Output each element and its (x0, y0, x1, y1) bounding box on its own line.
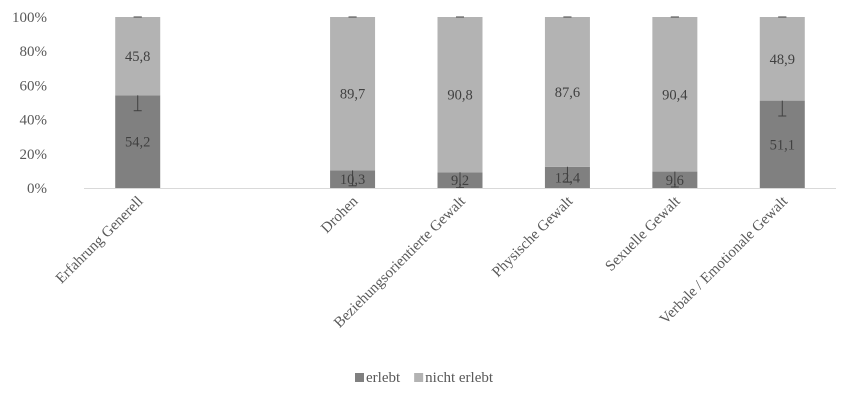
y-tick-label: 60% (20, 78, 48, 94)
x-tick-label: Erfahrung Generell (53, 194, 146, 287)
y-tick-label: 20% (20, 147, 48, 163)
bar-segment-nicht-erlebt (652, 17, 698, 172)
data-label: 54,2 (125, 135, 150, 151)
bar-segment-nicht-erlebt (330, 17, 376, 171)
bar-segment-nicht-erlebt (544, 17, 590, 167)
x-tick-label: Verbale / Emotionale Gewalt (657, 193, 792, 328)
x-axis: Erfahrung Generell DrohenBeziehungsorient… (53, 188, 836, 331)
data-label: 51,1 (770, 137, 795, 153)
bars: 54,2 45,8 10,3 89,7 9,2 90,8 12,4 87,6 9,6 90,4 51… (115, 16, 805, 189)
y-tick-label: 100% (12, 10, 47, 26)
bar-segment-nicht-erlebt (115, 17, 161, 96)
data-label: 12,4 (555, 170, 581, 186)
x-tick-label: Physische Gewalt (489, 193, 577, 281)
legend-swatch (355, 373, 364, 382)
data-label: 87,6 (555, 85, 580, 101)
data-label: 90,8 (447, 88, 472, 104)
data-label: 10,3 (340, 172, 365, 188)
data-label: 48,9 (770, 52, 795, 68)
bar-segment-nicht-erlebt (437, 17, 483, 173)
data-label: 9,2 (451, 173, 469, 189)
bar-segment-nicht-erlebt (759, 17, 805, 101)
y-axis: 0% 20% 40% 60% 80% 100% (12, 10, 47, 197)
data-label: 90,4 (662, 87, 688, 103)
legend-label: nicht erlebt (425, 370, 494, 386)
y-tick-label: 0% (27, 181, 47, 197)
legend: erlebt nicht erlebt (355, 370, 494, 386)
y-tick-label: 80% (20, 44, 48, 60)
x-tick-label: Sexuelle Gewalt (603, 193, 685, 275)
data-label: 89,7 (340, 87, 365, 103)
legend-swatch (414, 373, 424, 382)
legend-label: erlebt (366, 370, 401, 386)
data-label: 9,6 (666, 173, 684, 189)
x-tick-label: Drohen (318, 193, 361, 236)
y-tick-label: 40% (20, 113, 48, 129)
data-label: 45,8 (125, 49, 150, 65)
